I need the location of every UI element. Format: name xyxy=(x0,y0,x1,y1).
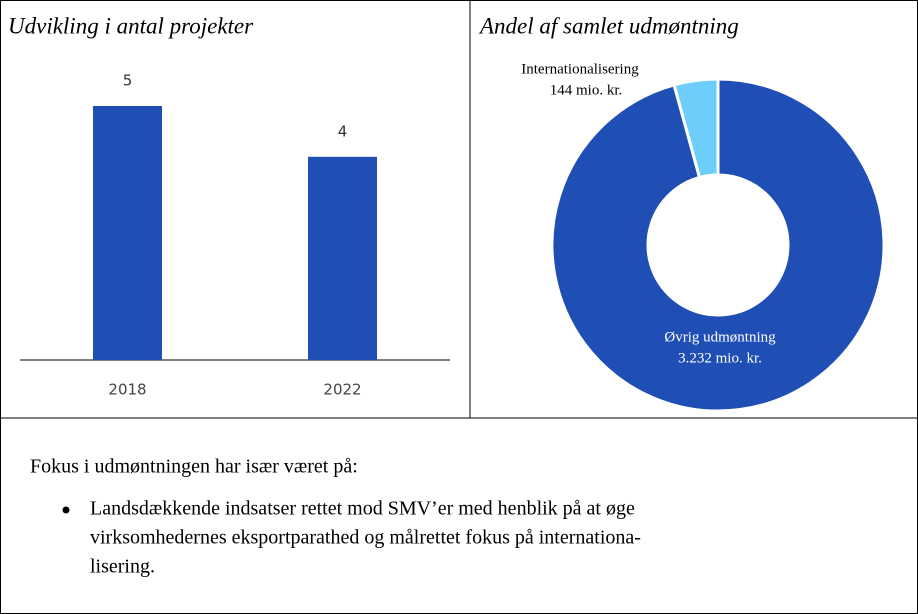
intro-text: Fokus i udmøntningen har især været på: xyxy=(30,456,358,478)
x-tick-label: 2022 xyxy=(323,381,361,399)
bullet xyxy=(62,506,70,514)
bullet-text: virksomhedernes eksportparathed og målre… xyxy=(90,527,641,549)
chart-title: Udvikling i antal projekter xyxy=(8,13,254,38)
slice-name: Øvrig udmøntning xyxy=(664,329,776,345)
bar xyxy=(93,106,162,360)
slice-name: Internationalisering xyxy=(521,61,639,77)
donut-slice xyxy=(550,77,886,413)
x-tick-label: 2018 xyxy=(108,381,146,399)
bar xyxy=(308,156,377,360)
bullet-text: Landsdækkende indsatser rettet mod SMV’e… xyxy=(90,498,635,520)
value-label: 5 xyxy=(123,72,133,90)
slice-value: 144 mio. kr. xyxy=(550,82,623,98)
bullet-text: lisering. xyxy=(90,556,155,578)
value-label: 4 xyxy=(338,122,348,140)
slice-value: 3.232 mio. kr. xyxy=(678,350,762,366)
chart-title: Andel af samlet udmøntning xyxy=(478,13,739,38)
